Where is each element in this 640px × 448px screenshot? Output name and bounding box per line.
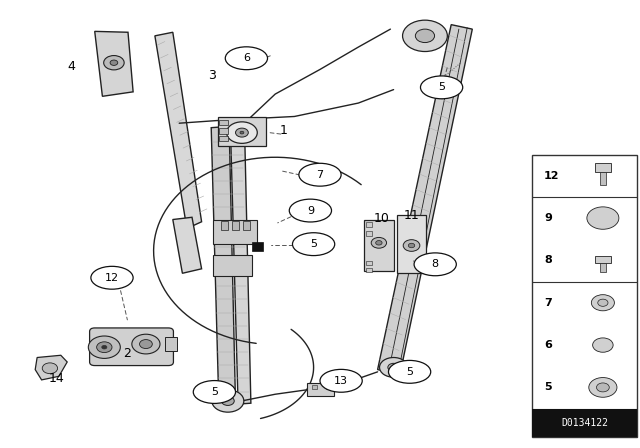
Circle shape: [140, 340, 152, 349]
Circle shape: [42, 363, 58, 374]
Bar: [364, 220, 394, 271]
Circle shape: [88, 336, 120, 358]
Bar: [595, 256, 611, 263]
Polygon shape: [173, 217, 202, 273]
Circle shape: [376, 241, 382, 245]
Ellipse shape: [388, 360, 431, 383]
Ellipse shape: [414, 253, 456, 276]
Text: 11: 11: [404, 208, 419, 222]
Circle shape: [591, 295, 614, 311]
Text: 4: 4: [68, 60, 76, 73]
Text: 5: 5: [310, 239, 317, 249]
Bar: [312, 385, 317, 389]
Circle shape: [371, 237, 387, 248]
Circle shape: [593, 338, 613, 352]
Bar: [397, 215, 426, 273]
Bar: [600, 263, 606, 272]
Bar: [366, 268, 372, 272]
Bar: [165, 337, 177, 351]
Bar: [532, 155, 637, 437]
Text: 5: 5: [544, 383, 552, 392]
Polygon shape: [35, 355, 67, 380]
Bar: [326, 385, 332, 389]
Text: 9: 9: [307, 206, 314, 215]
Circle shape: [240, 131, 244, 134]
Bar: [366, 261, 372, 265]
Text: 8: 8: [431, 259, 439, 269]
Text: 6: 6: [544, 340, 552, 350]
Bar: [219, 136, 228, 141]
Circle shape: [403, 20, 447, 52]
Circle shape: [589, 378, 617, 397]
Polygon shape: [155, 32, 202, 228]
Polygon shape: [95, 31, 133, 96]
Bar: [232, 221, 239, 230]
Circle shape: [110, 60, 118, 65]
Bar: [219, 120, 228, 125]
Text: 12: 12: [544, 171, 559, 181]
Polygon shape: [230, 125, 251, 404]
Text: 8: 8: [544, 255, 552, 265]
Circle shape: [227, 122, 257, 143]
FancyBboxPatch shape: [90, 328, 173, 366]
Text: 7: 7: [316, 170, 324, 180]
Text: 2: 2: [123, 347, 131, 361]
Circle shape: [221, 396, 234, 405]
Circle shape: [132, 334, 160, 354]
Text: D0134122: D0134122: [561, 418, 608, 428]
Text: 10: 10: [374, 211, 389, 225]
Circle shape: [102, 345, 107, 349]
Circle shape: [380, 358, 408, 377]
Text: 7: 7: [544, 298, 552, 308]
Text: 5: 5: [211, 387, 218, 397]
Circle shape: [403, 240, 420, 251]
Text: 1: 1: [280, 124, 287, 138]
Circle shape: [212, 390, 244, 412]
Text: 3: 3: [209, 69, 216, 82]
Ellipse shape: [225, 47, 268, 69]
Text: 13: 13: [334, 376, 348, 386]
Ellipse shape: [292, 233, 335, 256]
Bar: [595, 163, 611, 172]
Text: 9: 9: [544, 213, 552, 223]
Ellipse shape: [193, 381, 236, 403]
Bar: [366, 222, 372, 227]
Bar: [252, 242, 263, 251]
Circle shape: [104, 56, 124, 70]
Circle shape: [388, 363, 399, 371]
Text: 12: 12: [105, 273, 119, 283]
Bar: [219, 128, 228, 134]
Circle shape: [415, 29, 435, 43]
Bar: [213, 220, 257, 244]
Ellipse shape: [289, 199, 332, 222]
Ellipse shape: [420, 76, 463, 99]
Ellipse shape: [299, 164, 341, 186]
Circle shape: [408, 243, 415, 248]
Text: 5: 5: [438, 82, 445, 92]
Bar: [600, 172, 606, 185]
Bar: [221, 221, 228, 230]
Text: 14: 14: [49, 372, 64, 385]
Circle shape: [97, 342, 112, 353]
Circle shape: [598, 299, 608, 306]
Ellipse shape: [91, 266, 133, 289]
Bar: [532, 409, 637, 437]
Text: 5: 5: [406, 367, 413, 377]
Bar: [213, 255, 252, 276]
Polygon shape: [211, 126, 236, 405]
Bar: [243, 221, 250, 230]
Bar: [307, 383, 334, 396]
Circle shape: [596, 383, 609, 392]
Text: 6: 6: [243, 53, 250, 63]
Bar: [218, 117, 266, 146]
Circle shape: [236, 128, 248, 137]
Bar: [366, 231, 372, 236]
Polygon shape: [378, 25, 472, 374]
Ellipse shape: [320, 369, 362, 392]
Circle shape: [587, 207, 619, 229]
